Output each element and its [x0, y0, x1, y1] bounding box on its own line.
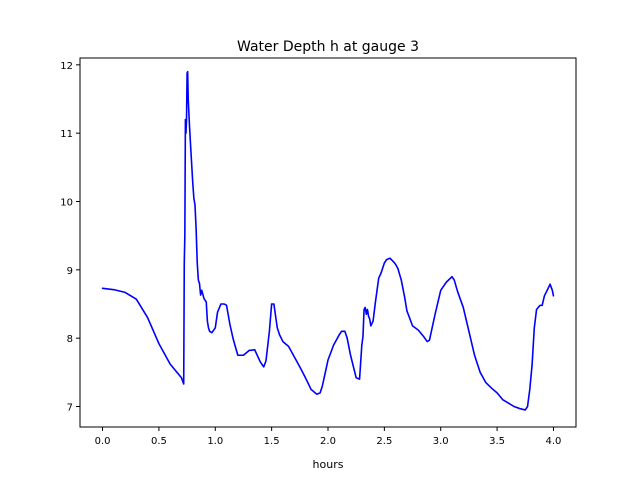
axes-frame	[79, 57, 577, 428]
x-tick-label: 3.0	[433, 436, 449, 447]
x-tick-label: 3.5	[489, 436, 505, 447]
x-tick-label: 4.0	[546, 436, 562, 447]
series-line-0	[101, 70, 555, 411]
x-axis-label: hours	[313, 458, 344, 471]
x-tick-label: 1.5	[264, 436, 280, 447]
x-tick-label: 0.0	[95, 436, 111, 447]
x-tick-label: 2.5	[376, 436, 392, 447]
plot-area: 0.0 0.5 1.0 1.5 2.0 2.5 3.0 3.5 4.0 7 8 9 10 11 12	[60, 57, 577, 447]
y-tick-label: 12	[60, 61, 73, 72]
x-tick-label: 2.0	[320, 436, 336, 447]
x-tick-label: 1.0	[207, 436, 223, 447]
y-tick-label: 10	[60, 198, 73, 209]
x-tick-label: 0.5	[151, 436, 167, 447]
y-tick-label: 8	[67, 334, 73, 345]
y-tick-label: 9	[67, 266, 73, 277]
chart-title: Water Depth h at gauge 3	[237, 39, 419, 55]
y-tick-label: 7	[67, 403, 73, 414]
y-tick-label: 11	[60, 129, 73, 140]
